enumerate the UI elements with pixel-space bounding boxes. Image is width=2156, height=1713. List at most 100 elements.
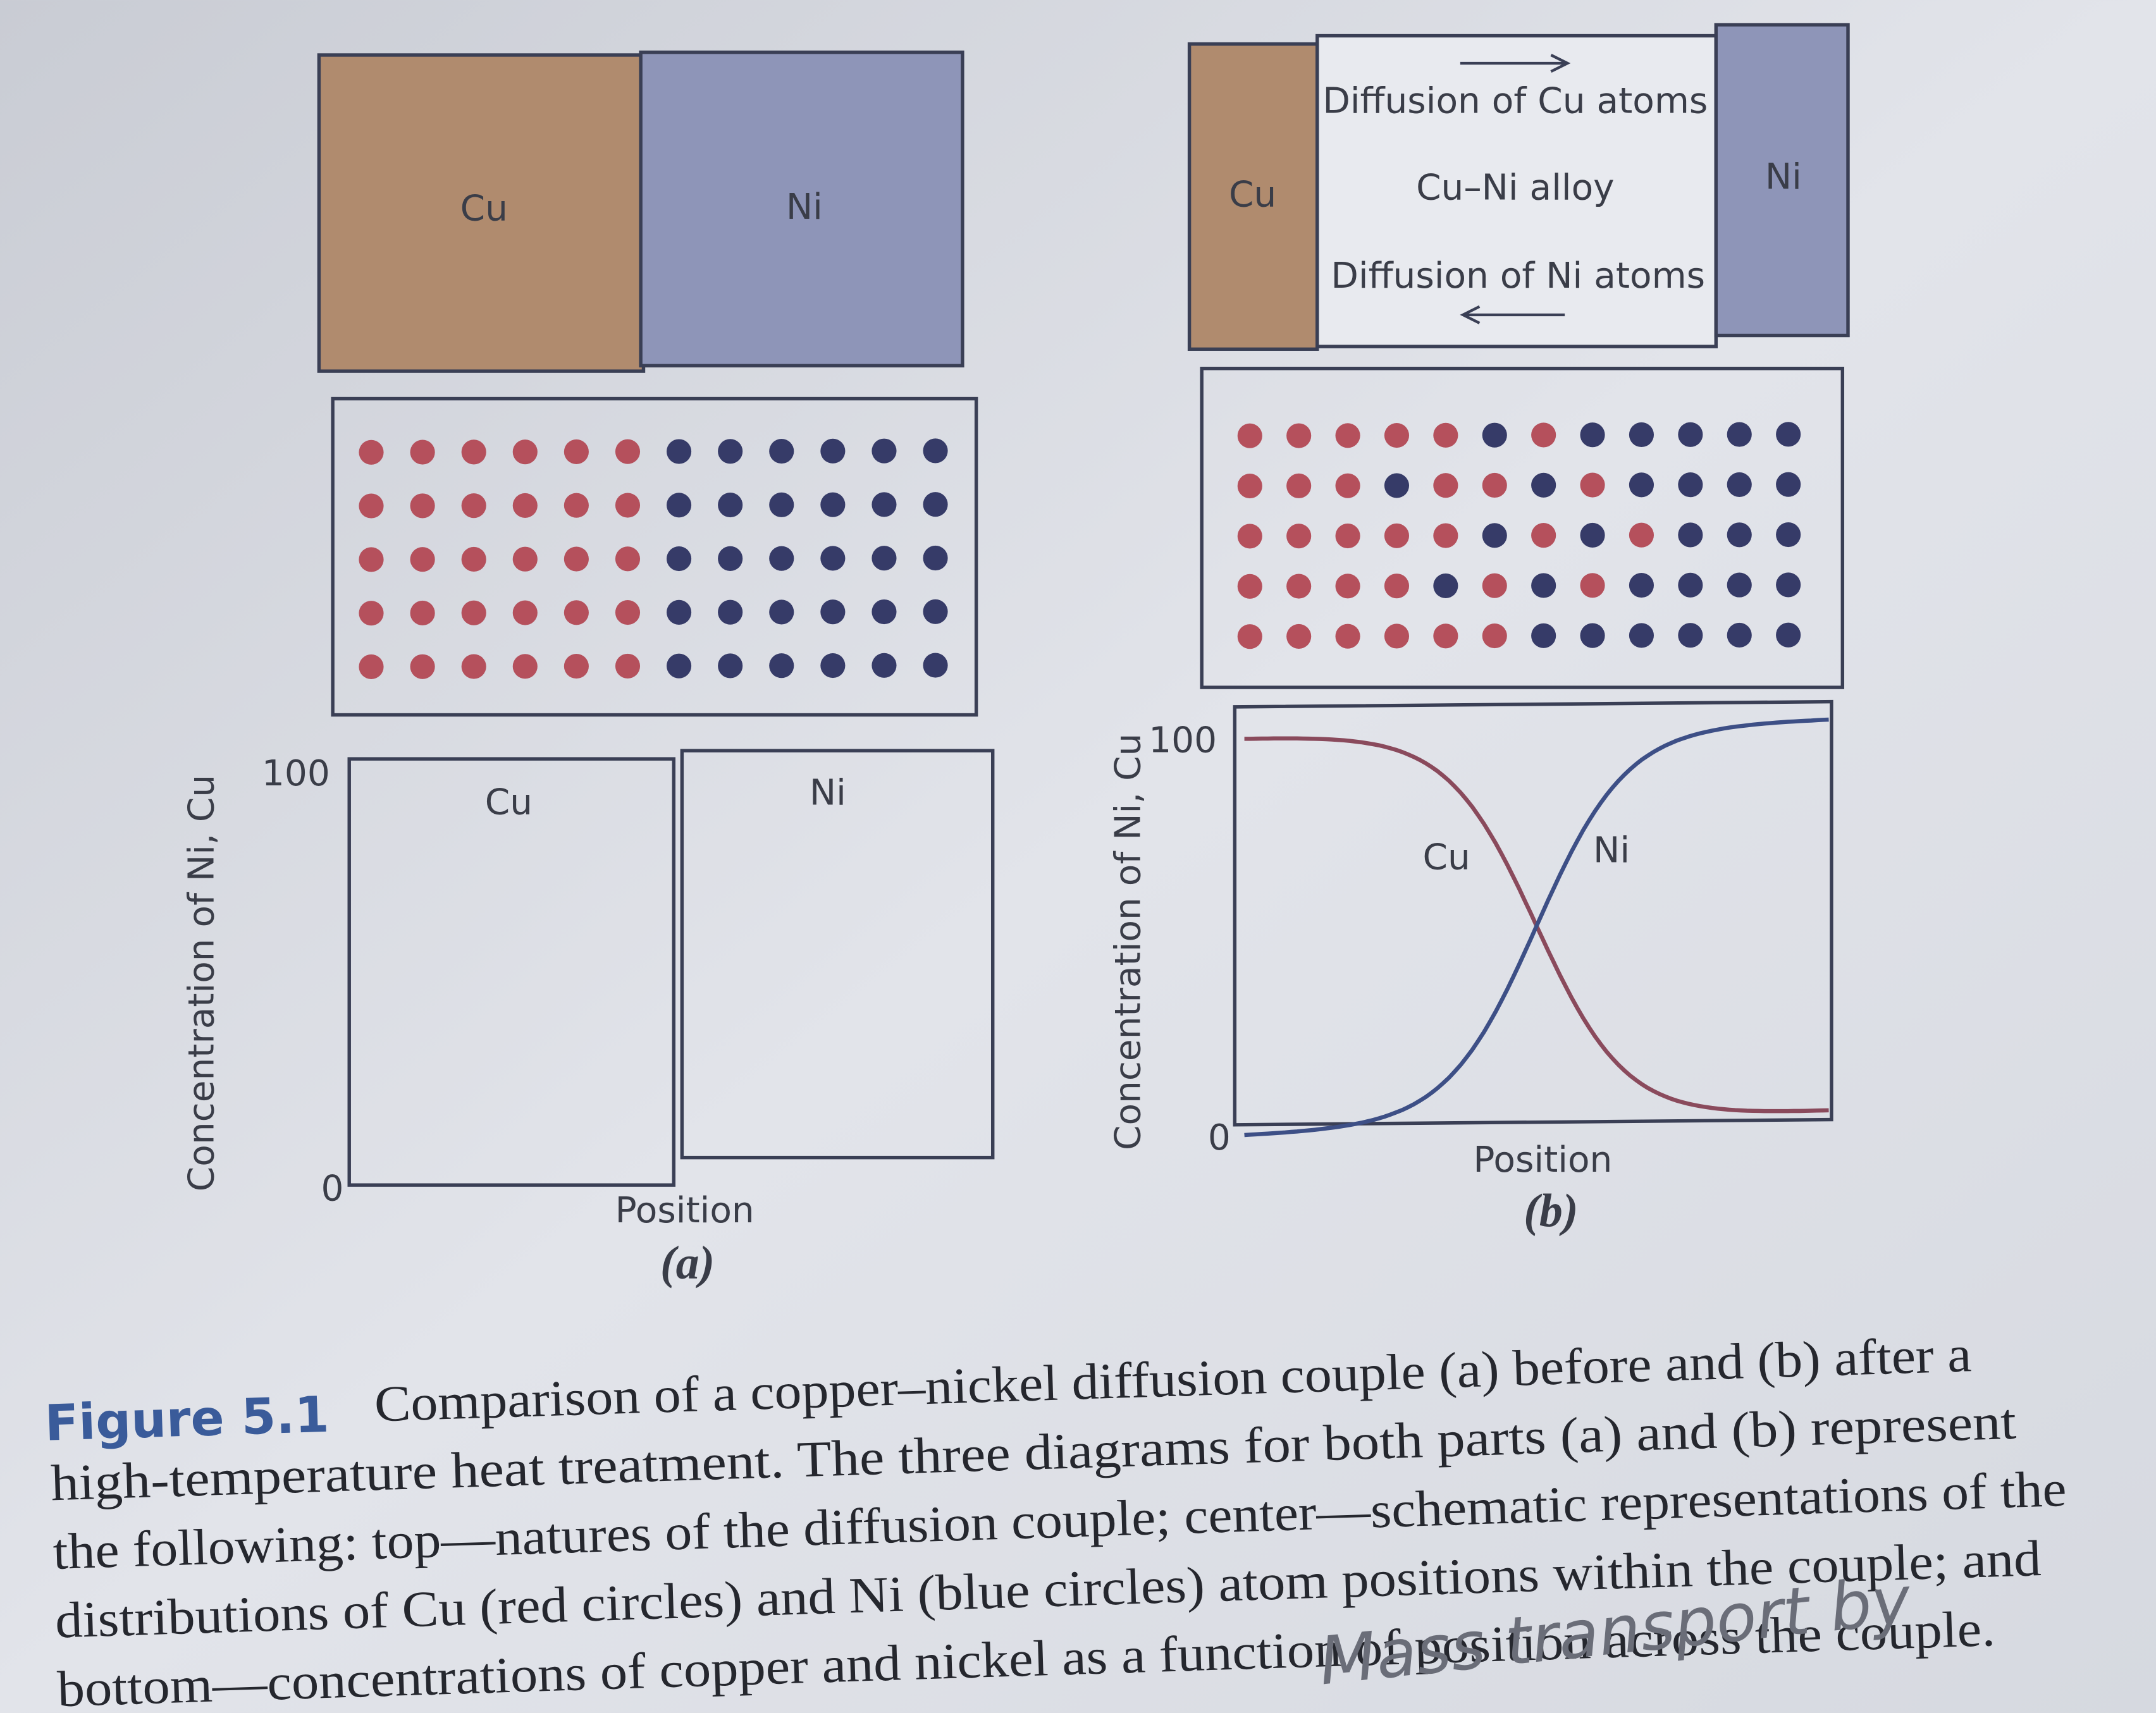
- ni-atom: [820, 492, 846, 517]
- cu-atom: [1433, 623, 1458, 649]
- cu-atom: [1237, 624, 1262, 649]
- cu-atom: [615, 493, 641, 518]
- ni-atom: [1776, 422, 1801, 447]
- ni-atom: [872, 438, 897, 464]
- cu-atom: [1335, 473, 1360, 498]
- ni-atom: [1629, 422, 1654, 448]
- arrow: [1460, 54, 1571, 73]
- atom-box: [331, 396, 978, 717]
- atom-grid: [359, 438, 948, 680]
- cu-atom: [359, 547, 384, 572]
- cu-atom: [512, 600, 538, 625]
- ni-atom: [872, 546, 897, 571]
- ni-atom: [923, 545, 948, 571]
- ni-atom: [769, 599, 794, 625]
- label: Cu–Ni alloy: [1416, 168, 1615, 209]
- plot-box: [1233, 699, 1833, 1127]
- panel-label: (a): [660, 1237, 715, 1289]
- cu-atom: [1286, 423, 1312, 448]
- cu-atom: [564, 546, 589, 572]
- cu-atom: [1384, 574, 1410, 599]
- cu-atom: [359, 439, 384, 465]
- ni-atom: [872, 653, 897, 678]
- cu-atom: [1286, 524, 1312, 549]
- ni-atom: [769, 653, 794, 678]
- cu-atom: [1482, 573, 1507, 598]
- cu-atom: [461, 493, 486, 519]
- ni-curve: [1244, 717, 1829, 1138]
- cu-atom: [1629, 522, 1654, 548]
- cu-atom: [615, 600, 641, 625]
- ni-atom: [1727, 472, 1752, 497]
- ni-atom: [1776, 572, 1801, 598]
- cu-atom: [410, 547, 435, 572]
- cu-atom: [1237, 574, 1262, 599]
- ni-atom: [872, 599, 897, 625]
- ni-atom: [1482, 523, 1507, 548]
- ni-atom: [1629, 623, 1654, 648]
- label: Diffusion of Cu atoms: [1322, 81, 1708, 122]
- cu-atom: [564, 654, 589, 679]
- cu-atom: [1286, 473, 1312, 498]
- ni-atom: [923, 599, 948, 624]
- cu-atom: [410, 600, 435, 626]
- ni-atom: [923, 492, 948, 517]
- ni-atom: [667, 546, 692, 572]
- ni-atom: [1580, 522, 1605, 548]
- ni-atom: [769, 439, 794, 464]
- cu-atom: [359, 493, 384, 519]
- cu-atom: [1237, 474, 1262, 499]
- label: Cu: [485, 782, 533, 823]
- cu-atom: [512, 546, 538, 572]
- ni-atom: [718, 439, 743, 464]
- ni-atom: [667, 653, 692, 678]
- cu-atom: [1237, 524, 1262, 549]
- ni-atom: [1678, 522, 1703, 548]
- cu-atom: [1433, 422, 1458, 448]
- cu-atom: [1531, 523, 1556, 548]
- cu-atom: [1286, 574, 1312, 599]
- ni-atom: [1727, 622, 1752, 648]
- cu-atom: [1531, 422, 1556, 448]
- ni-atom: [820, 599, 846, 625]
- cu-atom: [512, 439, 538, 465]
- cu-atom: [1580, 472, 1605, 498]
- ni-atom: [667, 599, 692, 625]
- ni-atom: [1580, 422, 1605, 448]
- ni-block: [1714, 23, 1850, 338]
- cu-atom: [512, 493, 538, 519]
- ni-atom: [820, 438, 846, 464]
- cu-atom: [359, 654, 384, 680]
- tick-label: 100: [262, 753, 330, 794]
- cu-atom: [1482, 623, 1507, 649]
- panel-label: (b): [1524, 1184, 1578, 1236]
- label: Ni: [786, 187, 823, 228]
- ni-atom: [820, 546, 846, 571]
- x-axis-label: Position: [1473, 1139, 1612, 1181]
- ni-atom: [718, 653, 743, 678]
- tick-label: 0: [321, 1168, 344, 1209]
- cu-atom: [410, 439, 435, 465]
- cu-atom: [1237, 423, 1262, 448]
- cu-atom: [1384, 623, 1410, 649]
- ni-atom: [1727, 572, 1752, 598]
- cu-atom: [410, 654, 435, 679]
- ni-block: [639, 50, 964, 368]
- ni-atom: [1776, 522, 1801, 548]
- ni-atom: [1629, 472, 1654, 498]
- cu-atom: [1580, 573, 1605, 598]
- label: Cu: [460, 188, 508, 229]
- x-axis-label: Position: [615, 1190, 755, 1231]
- ni-atom: [1531, 573, 1556, 598]
- label: Cu: [1229, 175, 1276, 216]
- cu-atom: [1335, 423, 1360, 448]
- ni-atom: [923, 438, 948, 464]
- cu-atom: [615, 546, 641, 572]
- ni-atom: [1678, 572, 1703, 598]
- cu-atom: [1384, 523, 1410, 548]
- ni-atom: [718, 493, 743, 518]
- ni-atom: [872, 492, 897, 517]
- plot-box: [347, 757, 676, 1187]
- ni-atom: [1384, 473, 1410, 498]
- label: Diffusion of Ni atoms: [1331, 255, 1705, 297]
